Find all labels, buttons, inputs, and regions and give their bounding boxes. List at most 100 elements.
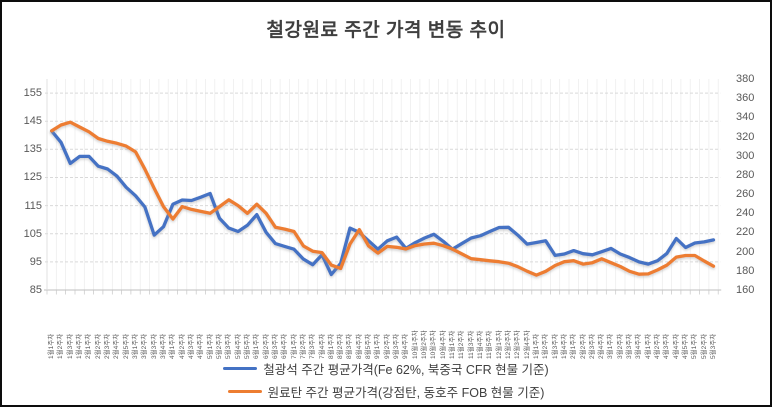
x-axis-tick-label: 11월5주차 [486, 330, 494, 359]
x-axis-tick-label: 8월5주차 [365, 333, 373, 359]
x-axis-tick-label: 3월2주차 [616, 333, 624, 359]
right-axis-tick-label: 260 [736, 188, 755, 201]
x-axis-tick-label: 2월1주차 [570, 333, 578, 359]
right-axis-tick-label: 380 [736, 73, 755, 85]
x-axis-tick-label: 4월3주차 [187, 333, 195, 359]
right-axis-tick-label: 320 [736, 130, 755, 143]
x-axis-tick-label: 5월1주차 [206, 333, 214, 359]
x-axis-tick-label: 7월3주차 [309, 333, 317, 359]
x-axis-tick-label: 2월2주차 [94, 333, 102, 359]
x-axis-tick-label: 5월3주차 [225, 333, 233, 359]
x-axis-tick-label: 7월1주차 [290, 333, 298, 359]
x-axis-tick-label: 5월5주차 [243, 333, 251, 359]
x-axis-tick-label: 8월2주차 [337, 333, 345, 359]
x-axis-tick-label: 5월4주차 [234, 333, 242, 359]
left-axis-tick-label: 105 [23, 227, 42, 240]
legend-line-sample-blue [223, 366, 258, 370]
right-axis-tick-label: 360 [736, 92, 755, 105]
left-axis-tick-label: 115 [24, 199, 42, 212]
series-line-iron-ore [50, 129, 716, 277]
x-axis-tick-label: 1월1주차 [532, 333, 540, 359]
x-axis-tick-label: 6월2주차 [262, 333, 270, 359]
x-axis-tick-label: 5월3주차 [710, 333, 718, 359]
x-axis-tick-label: 9월3주차 [393, 333, 401, 359]
left-axis-tick-label: 155 [23, 87, 42, 100]
left-axis-tick-label: 135 [23, 143, 42, 156]
x-axis-tick-label: 4월1주차 [169, 333, 177, 359]
right-axis-tick-label: 220 [736, 226, 755, 239]
left-axis-tick-label: 85 [29, 284, 42, 296]
right-axis-tick-label: 300 [736, 149, 755, 162]
x-axis-tick-label: 4월4주차 [197, 333, 205, 359]
x-axis-tick-label: 4월3주차 [663, 333, 671, 359]
x-axis-tick-label: 2월1주차 [85, 333, 93, 359]
x-axis-tick-label: 10월2주차 [421, 330, 429, 359]
x-axis-tick-label: 11월2주차 [458, 330, 466, 359]
x-axis-tick-label: 2월2주차 [579, 333, 587, 359]
x-axis-tick-label: 8월3주차 [346, 333, 354, 359]
x-axis-tick-label: 4월2주차 [654, 333, 662, 359]
x-axis-tick-label: 2월4주차 [598, 333, 606, 359]
x-axis-tick-label: 10월4주차 [439, 330, 447, 359]
x-axis-tick-label: 12월3주차 [514, 330, 522, 359]
x-axis-tick-label: 3월2주차 [141, 333, 149, 359]
x-axis-tick-label: 9월1주차 [374, 333, 382, 359]
x-axis-tick-label: 7월2주차 [299, 333, 307, 359]
x-axis-tick-label: 9월2주차 [383, 333, 391, 359]
x-axis-tick-label: 3월4주차 [160, 333, 168, 359]
x-axis-tick-label: 10월3주차 [430, 330, 438, 359]
horizontal-gridlines [45, 92, 721, 263]
x-axis-tick-label: 1월3주차 [66, 333, 74, 359]
x-axis-tick-label: 4월2주차 [178, 333, 186, 359]
right-axis-tick-label: 160 [736, 284, 755, 296]
x-axis-tick-label: 5월1주차 [691, 333, 699, 359]
x-axis-tick-label: 1월2주차 [542, 333, 550, 359]
right-axis-tick-label: 240 [736, 207, 755, 220]
x-axis-tick-label: 1월1주차 [48, 333, 56, 359]
x-axis-tick-label: 8월4주차 [355, 333, 363, 359]
x-axis-tick-label: 8월1주차 [327, 333, 335, 359]
x-axis-tick-label: 12월4주차 [523, 330, 531, 359]
x-axis-tick-label: 6월4주차 [281, 333, 289, 359]
x-axis-tick-label: 7월4주차 [318, 333, 326, 359]
legend-item-coking-coal: 원료탄 주간 평균가격(강점탄, 동호주 FOB 현물 기준) [227, 380, 545, 402]
x-axis-tick-label: 5월2주차 [700, 333, 708, 359]
right-axis-tick-label: 200 [736, 245, 755, 258]
right-axis-tick-label: 180 [736, 264, 755, 277]
left-axis-tick-label: 125 [23, 171, 42, 184]
x-axis-tick-marks [46, 290, 719, 295]
x-axis-tick-label: 4월5주차 [682, 333, 690, 359]
legend: 철광석 주간 평균가격(Fe 62%, 북중국 CFR 현물 기준) 원료탄 주… [2, 357, 770, 402]
x-axis-tick-label: 12월1주차 [495, 330, 503, 359]
x-axis-tick-label: 10월1주차 [411, 330, 419, 359]
x-axis-tick-label: 3월3주차 [626, 333, 634, 359]
left-axis-tick-label: 145 [23, 115, 42, 128]
x-axis-tick-label: 12월2주차 [504, 330, 512, 359]
legend-line-sample-orange [227, 389, 262, 393]
x-axis-tick-label: 6월1주차 [253, 333, 261, 359]
x-axis-tick-label: 2월3주차 [588, 333, 596, 359]
x-axis-tick-label: 6월3주차 [271, 333, 279, 359]
legend-label-coking-coal: 원료탄 주간 평균가격(강점탄, 동호주 FOB 현물 기준) [267, 385, 545, 400]
x-axis-tick-label: 1월3주차 [551, 333, 559, 359]
x-axis-tick-label: 3월3주차 [150, 333, 158, 359]
x-axis-tick-label: 1월4주차 [76, 333, 84, 359]
x-axis-tick-label: 9월4주차 [402, 333, 410, 359]
x-axis-tick-label: 11월3주차 [467, 330, 475, 359]
x-axis-tick-label: 1월2주차 [57, 333, 65, 359]
x-axis-tick-label: 11월4주차 [476, 330, 484, 359]
x-axis-tick-label: 2월4주차 [113, 333, 121, 359]
x-axis-tick-label: 2월5주차 [122, 333, 130, 359]
series-line-coking-coal [50, 120, 716, 277]
x-axis-tick-label: 2월3주차 [104, 333, 112, 359]
vertical-gridlines [46, 79, 719, 290]
x-axis-tick-label: 3월1주차 [607, 333, 615, 359]
x-axis-tick-label: 11월1주차 [449, 330, 457, 359]
left-axis-tick-label: 95 [29, 255, 42, 268]
right-axis-tick-label: 340 [736, 111, 755, 124]
x-axis-tick-label: 4월1주차 [644, 333, 652, 359]
legend-label-iron-ore: 철광석 주간 평균가격(Fe 62%, 북중국 CFR 현물 기준) [263, 362, 549, 377]
x-axis-tick-label: 3월1주차 [132, 333, 140, 359]
